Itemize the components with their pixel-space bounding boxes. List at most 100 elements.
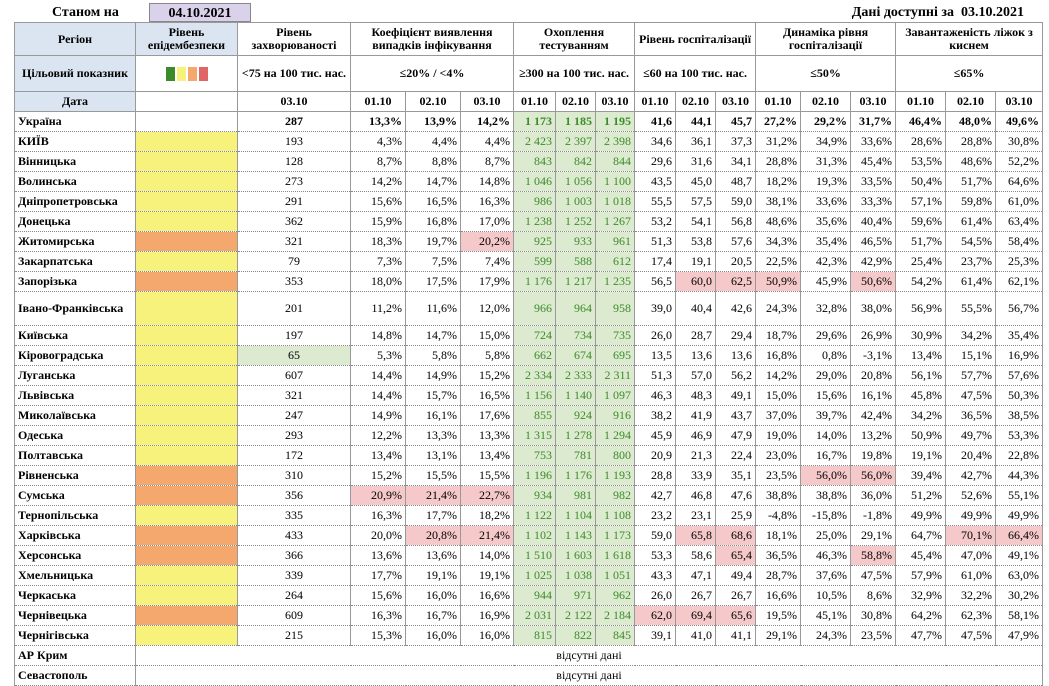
date-row: Дата 03.10 01.10 02.10 03.10 01.10 02.10 03.10 0… bbox=[14, 91, 1044, 112]
cell-value: 53,3 bbox=[634, 545, 677, 566]
cell-value: 14,8% bbox=[350, 325, 406, 346]
cell-value: 31,3% bbox=[800, 151, 852, 172]
cell-value: 13,3% bbox=[350, 111, 406, 132]
cell-value: 28,8% bbox=[945, 131, 997, 152]
cell-value: 356 bbox=[237, 485, 351, 506]
region-name: Харківська bbox=[14, 525, 136, 546]
cell-value: 59,0 bbox=[715, 191, 757, 212]
cell-value: 46,8 bbox=[675, 485, 717, 506]
cell-value: 28,7% bbox=[755, 565, 802, 586]
region-name: КИЇВ bbox=[14, 131, 136, 152]
cell-value: 46,3 bbox=[634, 385, 677, 406]
cell-value: 57,5 bbox=[675, 191, 717, 212]
cell-value: 13,6% bbox=[350, 545, 406, 566]
cell-value: 35,4% bbox=[800, 231, 852, 252]
region-name: Кіровоградська bbox=[14, 345, 136, 366]
target-value: ≤65% bbox=[895, 55, 1044, 92]
cell-value: 19,1% bbox=[460, 565, 514, 586]
cell-value: 49,4 bbox=[715, 565, 757, 586]
danger-level bbox=[135, 251, 238, 272]
cell-value: 62,0 bbox=[634, 605, 677, 626]
cell-value: 42,7 bbox=[634, 485, 677, 506]
cell-value: 48,6% bbox=[945, 151, 997, 172]
cell-value: -4,8% bbox=[755, 505, 802, 526]
cell-value: 14,2% bbox=[350, 171, 406, 192]
cell-value: 54,1 bbox=[675, 211, 717, 232]
cell-value: 16,9% bbox=[460, 605, 514, 626]
cell-value: 20,9 bbox=[634, 445, 677, 466]
cell-value: 10,5% bbox=[800, 585, 852, 606]
cell-value: 58,1% bbox=[995, 605, 1044, 626]
cell-value: 57,6% bbox=[995, 365, 1044, 386]
cell-value: 674 bbox=[555, 345, 596, 366]
cell-value: 815 bbox=[513, 625, 556, 646]
danger-level bbox=[135, 505, 238, 526]
region-row: Львівська 321 14,4% 15,7% 16,5% 1 156 1 140 1 0… bbox=[14, 385, 1044, 406]
cell-value: 14,7% bbox=[405, 171, 461, 192]
cell-value: 1 140 bbox=[555, 385, 596, 406]
as-of-date: 04.10.2021 bbox=[149, 3, 251, 22]
danger-level bbox=[135, 325, 238, 346]
cell-value: 50,3% bbox=[995, 385, 1044, 406]
cell-value: 8,7% bbox=[460, 151, 514, 172]
cell-value: 13,9% bbox=[405, 111, 461, 132]
cell-value: 662 bbox=[513, 345, 556, 366]
cell-value: 29,2% bbox=[800, 111, 852, 132]
cell-value: 14,9% bbox=[405, 365, 461, 386]
cell-value: 43,5 bbox=[634, 171, 677, 192]
available-label: Дані доступні за bbox=[851, 5, 954, 20]
danger-level bbox=[135, 345, 238, 366]
region-row: Житомирська 321 18,3% 19,7% 20,2% 925 933 961 51… bbox=[14, 231, 1044, 252]
date: 03.10 bbox=[995, 91, 1044, 112]
region-row: Україна 287 13,3% 13,9% 14,2% 1 173 1 185 1 195… bbox=[14, 111, 1044, 132]
target-value: ≤20% / <4% bbox=[350, 55, 514, 92]
region-name: Севастополь bbox=[14, 665, 136, 686]
cell-value: 293 bbox=[237, 425, 351, 446]
cell-value: 0,8% bbox=[800, 345, 852, 366]
cell-value: 42,3% bbox=[800, 251, 852, 272]
cell-value: 25,9 bbox=[715, 505, 757, 526]
cell-value: 38,2 bbox=[634, 405, 677, 426]
region-name: Полтавська bbox=[14, 445, 136, 466]
cell-value: 26,7 bbox=[715, 585, 757, 606]
cell-value: 15,5% bbox=[405, 465, 461, 486]
cell-value: 366 bbox=[237, 545, 351, 566]
cell-value: 16,3% bbox=[350, 505, 406, 526]
cell-value: 16,8% bbox=[405, 211, 461, 232]
cell-value: 19,1 bbox=[675, 251, 717, 272]
cell-value: 56,0% bbox=[800, 465, 852, 486]
cell-value: 63,4% bbox=[995, 211, 1044, 232]
cell-value: 1 173 bbox=[594, 525, 636, 546]
cell-value: 43,7 bbox=[715, 405, 757, 426]
cell-value: 48,3 bbox=[675, 385, 717, 406]
date-label: Дата bbox=[14, 91, 136, 112]
cell-value: 944 bbox=[513, 585, 556, 606]
cell-value: 1 217 bbox=[555, 271, 596, 292]
cell-value: 1 122 bbox=[513, 505, 556, 526]
cell-value: 19,3% bbox=[800, 171, 852, 192]
cell-value: 68,6 bbox=[715, 525, 757, 546]
cell-value: 17,7% bbox=[405, 505, 461, 526]
danger-level bbox=[135, 405, 238, 426]
cell-value: 65,6 bbox=[715, 605, 757, 626]
danger-level bbox=[135, 131, 238, 152]
cell-value: 31,6 bbox=[675, 151, 717, 172]
cell-value: 197 bbox=[237, 325, 351, 346]
cell-value: 18,7% bbox=[755, 325, 802, 346]
cell-value: 1 193 bbox=[594, 465, 636, 486]
cell-value: 19,5% bbox=[755, 605, 802, 626]
cell-value: 735 bbox=[594, 325, 636, 346]
cell-value: 15,0% bbox=[460, 325, 514, 346]
cell-value: 21,3 bbox=[675, 445, 717, 466]
cell-value: 13,4% bbox=[350, 445, 406, 466]
danger-level bbox=[135, 585, 238, 606]
region-name: Чернігівська bbox=[14, 625, 136, 646]
cell-value: 42,9% bbox=[850, 251, 897, 272]
region-name: Хмельницька bbox=[14, 565, 136, 586]
cell-value: 13,4% bbox=[895, 345, 947, 366]
cell-value: 12,2% bbox=[350, 425, 406, 446]
cell-value: 36,5% bbox=[945, 405, 997, 426]
cell-value: 50,9% bbox=[755, 271, 802, 292]
cell-value: 5,8% bbox=[405, 345, 461, 366]
cell-value: 28,7 bbox=[675, 325, 717, 346]
